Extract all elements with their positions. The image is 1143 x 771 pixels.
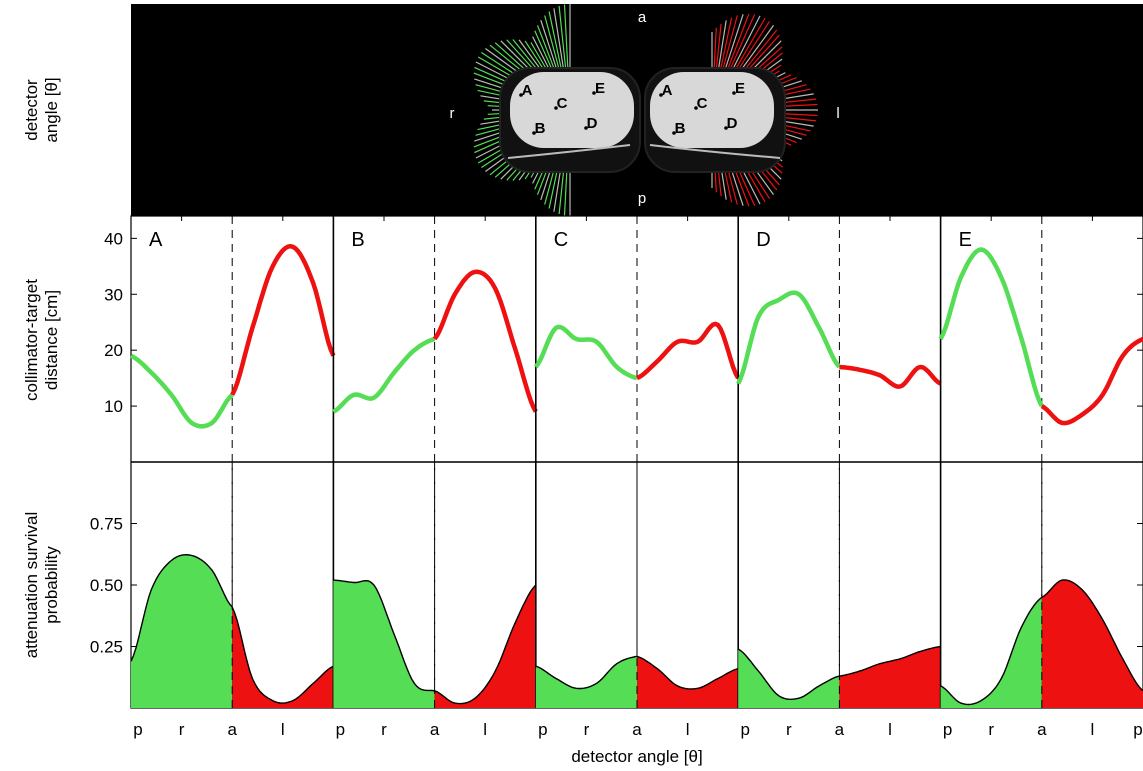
survival-outline-E — [940, 579, 1143, 706]
target-label-C: C — [557, 95, 568, 112]
xtick-label-l: l — [483, 720, 487, 739]
target-dot — [672, 131, 676, 135]
bot-ylabel-line2: probability — [42, 546, 61, 624]
panel-label-B: B — [351, 229, 364, 251]
xtick-label-l: l — [281, 720, 285, 739]
target-dot — [519, 93, 523, 97]
survival-area-right-E — [940, 597, 1042, 708]
xtick-label-l: l — [888, 720, 892, 739]
target-dot — [584, 126, 588, 130]
distance-curve-left-C — [636, 321, 741, 381]
top-ylabel: detector angle [θ] — [22, 77, 61, 142]
survival-outline-C — [535, 655, 739, 690]
target-dot — [532, 131, 536, 135]
target-dot — [554, 106, 558, 110]
xtick-label-a: a — [227, 720, 237, 739]
target-label-A: A — [662, 82, 673, 99]
distance-curve-right-B — [332, 336, 436, 414]
xtick-label-l: l — [686, 720, 690, 739]
xtick-label-p: p — [538, 720, 547, 739]
xtick-label-a: a — [835, 720, 845, 739]
phantom-slice-right — [650, 72, 774, 148]
xtick-label-a: a — [430, 720, 440, 739]
distance-curve-left-A — [230, 243, 336, 396]
orbit-label-anterior: a — [638, 9, 647, 26]
xtick-label-r: r — [786, 720, 792, 739]
distance-curve-right-A — [130, 353, 234, 429]
distance-curve-left-D — [839, 364, 942, 389]
survival-area-left-A — [232, 607, 334, 708]
survival-area-left-E — [1041, 579, 1143, 708]
mid-ylabel-line1: collimator-target — [22, 279, 41, 401]
target-label-D: D — [587, 115, 598, 132]
target-dot — [732, 91, 736, 95]
survival-ytick-label: 0.75 — [90, 515, 123, 534]
distance-curve-left-B — [432, 269, 538, 413]
survival-area-left-C — [637, 656, 739, 708]
distance-curve-right-E — [938, 247, 1044, 408]
table-line-right — [649, 144, 781, 159]
survival-ytick-label: 0.50 — [90, 576, 123, 595]
bot-ylabel: attenuation survival probability — [22, 512, 61, 658]
top-ylabel-line2: angle [θ] — [42, 77, 61, 142]
target-dot — [592, 91, 596, 95]
orbit-label-posterior: p — [638, 190, 646, 207]
target-dot — [694, 106, 698, 110]
xtick-label-p: p — [133, 720, 142, 739]
xtick-label-r: r — [179, 720, 185, 739]
orbit-label-left: l — [836, 105, 839, 122]
table-line-left — [507, 144, 631, 159]
distance-ytick-label: 20 — [104, 341, 123, 360]
panel-label-C: C — [554, 229, 568, 251]
mid-ylabel-line2: distance [cm] — [42, 290, 61, 390]
plot-area: 10 20 30 40 0.25 0.50 0.75 Ap r a l Bp r a l Cp r a l Dp r a l… — [90, 215, 1143, 739]
panel-label-A: A — [149, 229, 163, 251]
target-label-D: D — [727, 115, 738, 132]
target-label-E: E — [735, 80, 745, 97]
distance-curve-right-C — [533, 324, 638, 381]
xtick-label-p: p — [740, 720, 749, 739]
survival-area-left-B — [434, 585, 536, 708]
target-label-B: B — [675, 120, 686, 137]
survival-ytick-label: 0.25 — [90, 638, 123, 657]
target-dot — [724, 126, 728, 130]
x-axis-label: detector angle [θ] — [571, 747, 702, 766]
survival-area-right-C — [535, 656, 637, 708]
survival-area-right-B — [333, 580, 435, 708]
distance-curve-right-D — [736, 290, 842, 385]
target-label-B: B — [535, 120, 546, 137]
distance-ytick-label: 30 — [104, 285, 123, 304]
phantom-slice-left — [510, 72, 634, 148]
distance-ytick-label: 10 — [104, 397, 123, 416]
distance-curve-left-E — [1040, 336, 1143, 426]
target-label-A: A — [522, 82, 533, 99]
panel-label-D: D — [756, 229, 770, 251]
distance-ytick-label: 40 — [104, 229, 123, 248]
xtick-label-r: r — [381, 720, 387, 739]
top-ylabel-line1: detector — [22, 79, 41, 141]
xtick-label-p: p — [943, 720, 952, 739]
target-dot — [659, 93, 663, 97]
target-label-C: C — [697, 95, 708, 112]
xtick-label-a: a — [1037, 720, 1047, 739]
survival-area-right-A — [131, 554, 233, 708]
xtick-label-r: r — [988, 720, 994, 739]
survival-area-right-D — [738, 649, 840, 708]
xtick-label-a: a — [632, 720, 642, 739]
target-label-E: E — [595, 80, 605, 97]
bot-ylabel-line1: attenuation survival — [22, 512, 41, 658]
mid-ylabel: collimator-target distance [cm] — [22, 279, 61, 401]
xtick-label-l: l — [1091, 720, 1095, 739]
xtick-label-p: p — [336, 720, 345, 739]
panel-label-E: E — [959, 229, 972, 251]
xtick-label-p-end: p — [1133, 720, 1142, 739]
orbit-label-right: r — [450, 105, 455, 122]
xtick-label-r: r — [584, 720, 590, 739]
survival-area-left-D — [839, 646, 941, 708]
